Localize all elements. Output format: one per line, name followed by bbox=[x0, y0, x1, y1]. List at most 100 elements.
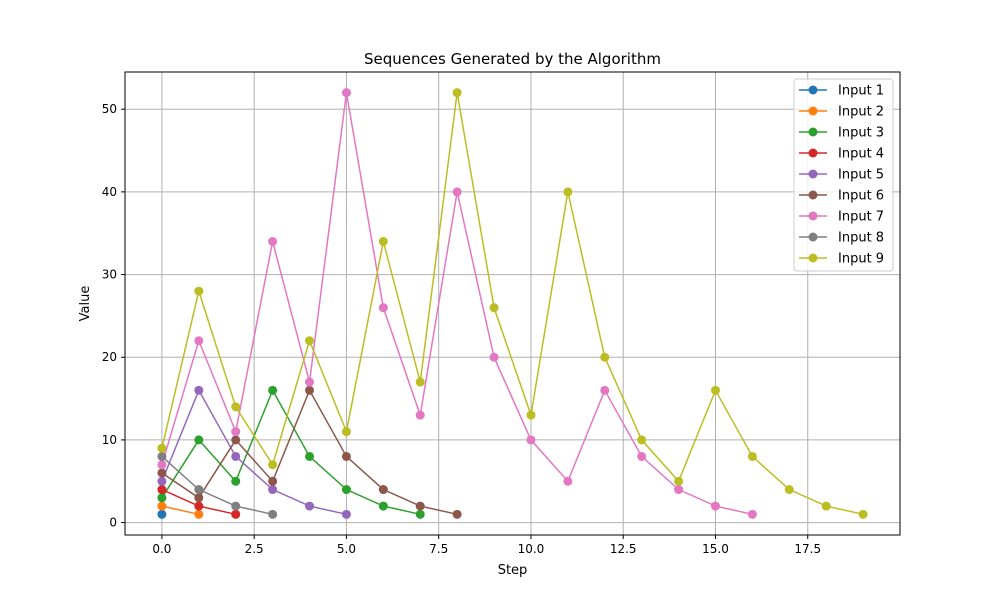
data-point-input-9 bbox=[821, 501, 831, 511]
data-point-input-5 bbox=[341, 509, 351, 519]
data-point-input-5 bbox=[231, 451, 241, 461]
legend-marker bbox=[808, 127, 818, 137]
data-point-input-5 bbox=[305, 501, 315, 511]
series-line-input-2 bbox=[161, 505, 199, 516]
legend-label: Input 3 bbox=[838, 126, 884, 141]
data-point-input-9 bbox=[747, 451, 757, 461]
data-point-input-7 bbox=[415, 410, 425, 420]
y-axis-title: Value bbox=[78, 286, 93, 322]
data-point-input-7 bbox=[489, 352, 499, 362]
series-input-5 bbox=[157, 385, 351, 519]
data-point-input-8 bbox=[157, 451, 167, 461]
y-tick-label: 30 bbox=[102, 268, 117, 282]
data-point-input-9 bbox=[415, 377, 425, 387]
legend-item-input-2: Input 2 bbox=[799, 105, 884, 120]
x-tick-label: 7.5 bbox=[429, 542, 448, 556]
data-point-input-3 bbox=[268, 385, 278, 395]
data-point-input-7 bbox=[157, 460, 167, 470]
data-point-input-7 bbox=[710, 501, 720, 511]
legend-item-input-6: Input 6 bbox=[799, 189, 884, 204]
data-point-input-7 bbox=[563, 476, 573, 486]
data-point-input-9 bbox=[194, 286, 204, 296]
data-point-input-9 bbox=[600, 352, 610, 362]
legend-label: Input 8 bbox=[838, 231, 884, 246]
data-point-input-6 bbox=[157, 468, 167, 478]
data-point-input-9 bbox=[268, 460, 278, 470]
legend-item-input-5: Input 5 bbox=[799, 168, 884, 183]
data-point-input-6 bbox=[452, 509, 462, 519]
data-point-input-3 bbox=[231, 476, 241, 486]
data-point-input-2 bbox=[194, 509, 204, 519]
data-point-input-6 bbox=[231, 435, 241, 445]
data-point-input-6 bbox=[305, 385, 315, 395]
data-point-input-9 bbox=[231, 402, 241, 412]
data-point-input-3 bbox=[341, 485, 351, 495]
legend-label: Input 9 bbox=[838, 252, 884, 267]
data-point-input-9 bbox=[858, 509, 868, 519]
series-line-input-5 bbox=[161, 388, 347, 516]
legend-label: Input 4 bbox=[838, 147, 884, 162]
data-point-input-7 bbox=[341, 88, 351, 98]
data-point-input-3 bbox=[194, 435, 204, 445]
legend-label: Input 1 bbox=[838, 84, 884, 99]
data-point-input-7 bbox=[268, 236, 278, 246]
data-point-input-9 bbox=[563, 187, 573, 197]
y-tick-label: 40 bbox=[102, 185, 117, 199]
legend-item-input-9: Input 9 bbox=[799, 252, 884, 267]
data-point-input-8 bbox=[194, 485, 204, 495]
data-point-input-7 bbox=[305, 377, 315, 387]
chart-title: Sequences Generated by the Algorithm bbox=[364, 50, 661, 68]
data-point-input-9 bbox=[526, 410, 536, 420]
legend-item-input-7: Input 7 bbox=[799, 210, 884, 225]
x-tick-label: 15.0 bbox=[702, 542, 729, 556]
data-point-input-3 bbox=[378, 501, 388, 511]
data-point-input-9 bbox=[784, 485, 794, 495]
data-point-input-3 bbox=[157, 493, 167, 503]
x-tick-label: 5.0 bbox=[337, 542, 356, 556]
legend-marker bbox=[808, 148, 818, 158]
data-point-input-9 bbox=[452, 88, 462, 98]
legend-label: Input 2 bbox=[838, 105, 884, 120]
x-tick-label: 12.5 bbox=[610, 542, 637, 556]
data-point-input-6 bbox=[378, 485, 388, 495]
data-point-input-7 bbox=[600, 385, 610, 395]
legend-item-input-8: Input 8 bbox=[799, 231, 884, 246]
series-input-3 bbox=[157, 385, 425, 519]
data-point-input-9 bbox=[489, 303, 499, 313]
x-tick-label: 10.0 bbox=[518, 542, 545, 556]
series-line-input-8 bbox=[161, 455, 273, 516]
x-axis-title: Step bbox=[498, 563, 528, 578]
legend-item-input-4: Input 4 bbox=[799, 147, 884, 162]
data-point-input-7 bbox=[452, 187, 462, 197]
series-input-4 bbox=[157, 485, 241, 519]
x-tick-label: 0.0 bbox=[152, 542, 171, 556]
data-point-input-5 bbox=[268, 485, 278, 495]
ticks: 0.0 2.5 5.0 7.5 10.0 12.5 15.0 17.5 0 10 20 30 40 50 bbox=[102, 102, 821, 556]
y-tick-label: 50 bbox=[102, 102, 117, 116]
data-point-input-4 bbox=[194, 501, 204, 511]
series-line-input-3 bbox=[161, 388, 421, 516]
data-point-input-9 bbox=[157, 443, 167, 453]
data-point-input-6 bbox=[341, 451, 351, 461]
y-tick-label: 20 bbox=[102, 350, 117, 364]
data-point-input-9 bbox=[637, 435, 647, 445]
x-tick-label: 2.5 bbox=[245, 542, 264, 556]
y-tick-label: 0 bbox=[109, 516, 117, 530]
legend-label: Input 7 bbox=[838, 210, 884, 225]
data-point-input-3 bbox=[305, 451, 315, 461]
data-point-input-3 bbox=[415, 509, 425, 519]
legend-label: Input 6 bbox=[838, 189, 884, 204]
data-point-input-5 bbox=[194, 385, 204, 395]
legend: Input 1 Input 2 Input 3 Input 4 Input 5 Input… bbox=[793, 78, 894, 272]
data-point-input-7 bbox=[674, 485, 684, 495]
series-input-1 bbox=[157, 509, 167, 519]
data-point-input-9 bbox=[674, 476, 684, 486]
series-input-9 bbox=[157, 88, 868, 519]
x-tick-label: 17.5 bbox=[794, 542, 821, 556]
data-point-input-4 bbox=[157, 485, 167, 495]
series-input-7 bbox=[157, 88, 757, 519]
legend-item-input-1: Input 1 bbox=[799, 84, 884, 99]
data-point-input-7 bbox=[194, 336, 204, 346]
legend-box bbox=[793, 78, 894, 272]
